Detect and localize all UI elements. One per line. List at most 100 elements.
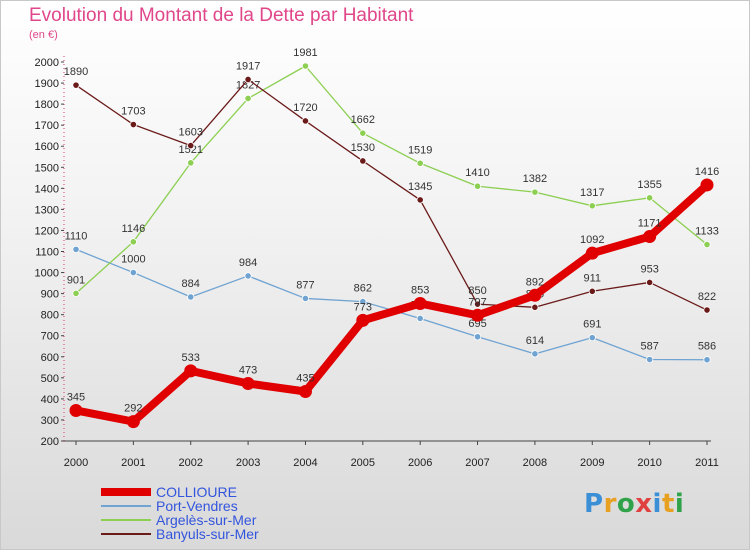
data-label: 1146 bbox=[122, 223, 146, 235]
data-point bbox=[359, 129, 367, 137]
data-point bbox=[528, 288, 542, 302]
data-label: 1720 bbox=[293, 102, 317, 114]
data-point bbox=[531, 350, 539, 358]
data-point bbox=[129, 238, 137, 246]
x-tick-label: 2004 bbox=[293, 457, 317, 469]
data-point bbox=[129, 268, 137, 277]
data-label: 984 bbox=[239, 257, 257, 269]
data-point bbox=[129, 120, 137, 129]
data-label: 892 bbox=[526, 276, 544, 288]
data-label: 1662 bbox=[351, 114, 375, 126]
y-tick-label: 1700 bbox=[35, 120, 59, 132]
legend-label: Banyuls-sur-Mer bbox=[156, 526, 259, 542]
data-point bbox=[703, 356, 711, 364]
data-label: 1000 bbox=[121, 254, 145, 266]
legend-item: Argelès-sur-Mer bbox=[101, 512, 321, 528]
data-point bbox=[72, 245, 80, 253]
legend-label: Port-Vendres bbox=[156, 498, 238, 514]
data-label: 1603 bbox=[178, 127, 202, 139]
x-tick-label: 2009 bbox=[580, 457, 604, 469]
data-point bbox=[301, 62, 310, 70]
logo-letter: x bbox=[635, 489, 653, 519]
x-tick-label: 2003 bbox=[236, 457, 260, 469]
y-tick-label: 2000 bbox=[35, 57, 59, 69]
series-port-vendres: 11101000884984877862782695614691587586 bbox=[65, 230, 716, 364]
data-label: 1981 bbox=[293, 47, 317, 59]
legend-label: Argelès-sur-Mer bbox=[156, 512, 257, 528]
data-label: 1317 bbox=[580, 187, 604, 199]
series-line bbox=[72, 180, 711, 426]
data-label: 877 bbox=[296, 279, 314, 291]
legend-swatch bbox=[101, 519, 151, 521]
data-label: 862 bbox=[354, 283, 372, 295]
x-tick-label: 2000 bbox=[64, 457, 88, 469]
data-point bbox=[646, 278, 654, 287]
series-argel-s-sur-mer: 901 1146 1521 1827 1981 1662 1519 1410 1382 1317 1… bbox=[67, 47, 719, 298]
data-label: 1416 bbox=[695, 166, 719, 178]
x-tick-label: 2010 bbox=[637, 457, 661, 469]
y-tick-label: 1300 bbox=[35, 204, 59, 216]
legend-label: COLLIOURE bbox=[156, 484, 237, 500]
legend-item: Port-Vendres bbox=[101, 498, 321, 514]
data-point bbox=[471, 308, 485, 322]
series-line bbox=[75, 78, 708, 311]
y-tick-label: 600 bbox=[41, 352, 59, 364]
data-point bbox=[72, 81, 80, 89]
data-point bbox=[301, 294, 310, 303]
data-label: 1092 bbox=[580, 234, 604, 246]
data-label: 1917 bbox=[236, 60, 260, 72]
y-tick-label: 1800 bbox=[35, 99, 59, 111]
y-tick-label: 500 bbox=[41, 373, 59, 385]
data-label: 614 bbox=[526, 335, 544, 347]
data-label: 1171 bbox=[638, 218, 662, 230]
y-tick-label: 1100 bbox=[35, 247, 59, 259]
data-point bbox=[298, 385, 312, 399]
legend-swatch bbox=[101, 533, 151, 535]
x-tick-label: 2011 bbox=[695, 457, 719, 469]
logo-letter: i bbox=[652, 489, 662, 519]
data-point bbox=[585, 246, 599, 260]
logo-letter: o bbox=[616, 489, 636, 519]
data-label: 1345 bbox=[408, 181, 432, 193]
y-tick-label: 200 bbox=[41, 436, 59, 448]
x-tick-label: 2005 bbox=[351, 457, 375, 469]
data-label: 1110 bbox=[65, 230, 88, 242]
x-tick-label: 2002 bbox=[178, 457, 202, 469]
data-point bbox=[126, 415, 140, 429]
y-tick-label: 1400 bbox=[35, 183, 59, 195]
data-point bbox=[187, 293, 195, 301]
data-point bbox=[244, 272, 252, 280]
x-tick-label: 2007 bbox=[465, 457, 489, 469]
data-point bbox=[241, 377, 255, 391]
data-label: 1890 bbox=[64, 66, 88, 78]
data-point bbox=[646, 355, 654, 364]
legend-item: Banyuls-sur-Mer bbox=[101, 526, 321, 542]
y-tick-label: 300 bbox=[41, 415, 59, 427]
data-label: 587 bbox=[640, 341, 658, 353]
data-label: 691 bbox=[583, 319, 601, 331]
data-label: 1521 bbox=[178, 144, 202, 156]
data-label: 773 bbox=[354, 301, 372, 313]
legend: COLLIOURE Port-Vendres Argelès-sur-Mer Bany… bbox=[101, 484, 321, 542]
data-label: 1133 bbox=[695, 226, 719, 238]
proxiti-logo: Proxiti bbox=[584, 489, 684, 519]
logo-letter: i bbox=[674, 489, 685, 519]
y-tick-label: 1900 bbox=[35, 78, 59, 90]
unit-label: (en €) bbox=[29, 29, 58, 41]
legend-swatch bbox=[101, 488, 151, 496]
chart-title: Evolution du Montant de la Dette par Hab… bbox=[29, 5, 414, 26]
data-point bbox=[588, 202, 596, 210]
data-point bbox=[356, 313, 370, 327]
y-tick-label: 800 bbox=[41, 310, 59, 322]
data-point bbox=[187, 141, 195, 150]
logo-letter: t bbox=[661, 489, 675, 519]
data-point bbox=[473, 300, 482, 308]
y-tick-label: 1600 bbox=[35, 141, 59, 153]
series-collioure: 345 292 533 473 435 773 853 797 892 1092 1171 1416 bbox=[67, 166, 719, 429]
y-tick-label: 900 bbox=[41, 289, 59, 301]
y-tick-label: 700 bbox=[41, 331, 59, 343]
x-tick-label: 2001 bbox=[121, 457, 145, 469]
series-line bbox=[75, 248, 708, 361]
data-label: 911 bbox=[583, 272, 601, 284]
